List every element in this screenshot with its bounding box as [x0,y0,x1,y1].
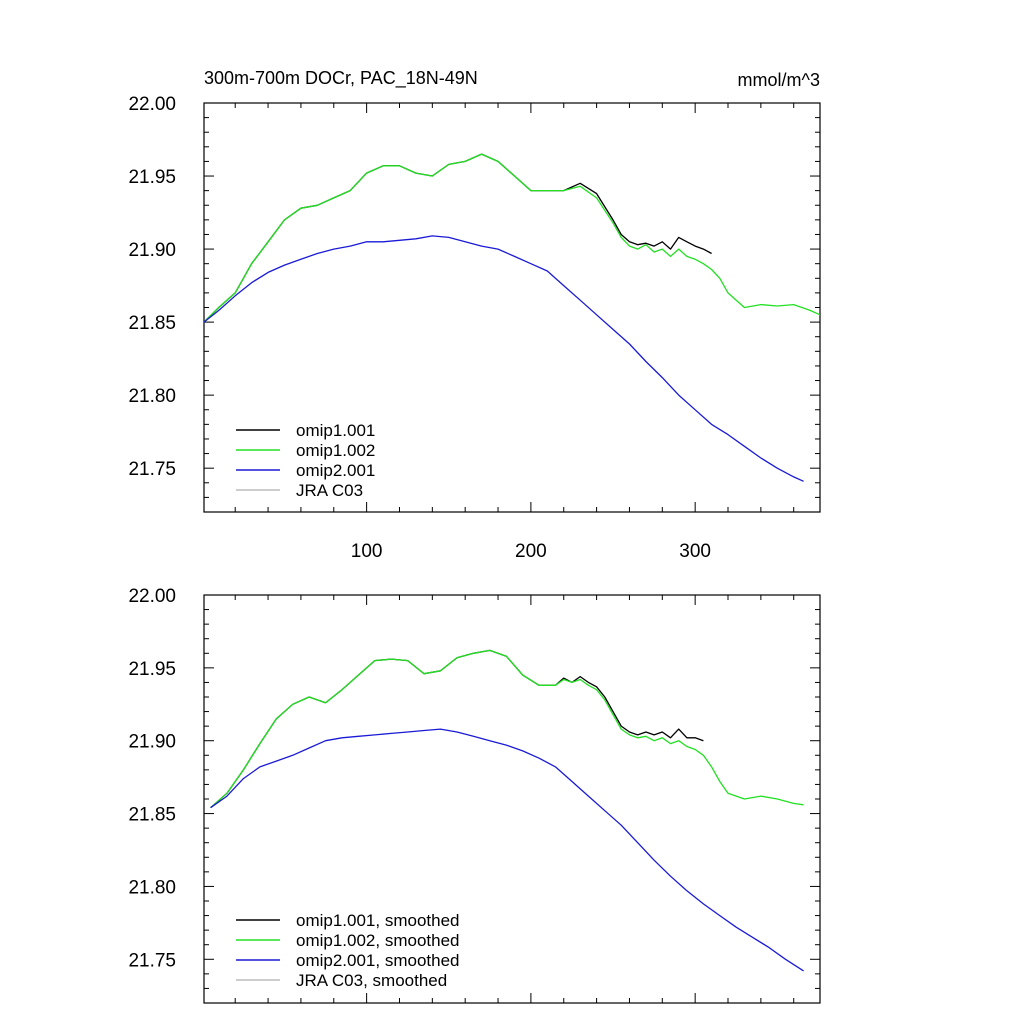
y-tick-label: 21.90 [128,732,176,753]
series-line-omip1-002-smoothed [210,649,804,809]
x-tick-label: 300 [679,541,711,562]
y-tick-label: 21.80 [128,386,176,407]
legend-label: omip2.001, smoothed [296,951,460,970]
legend-label: omip1.002 [296,441,375,460]
chart-title: 300m-700m DOCr, PAC_18N-49N [204,68,478,89]
top-panel-raw: 21.75 21.80 21.85 21.90 21.95 22.00 100 200 300 o… [128,94,821,562]
y-tick-label: 21.95 [128,167,176,188]
legend-label: JRA C03 [296,481,363,500]
x-tick-label: 200 [515,541,547,562]
series-line-omip2-001-smoothed [210,728,804,972]
series-line-omip1-002 [204,153,820,323]
y-tick-label: 22.00 [128,586,176,607]
y-tick-label: 21.95 [128,659,176,680]
y-tick-label: 21.80 [128,877,176,898]
y-tick-label: 21.75 [128,459,176,480]
y-tick-label: 22.00 [128,94,176,115]
y-tick-label: 21.75 [128,950,176,971]
legend-label: omip2.001 [296,461,375,480]
legend-label: omip1.001, smoothed [296,911,460,930]
legend-label: omip1.002, smoothed [296,931,460,950]
bottom-panel-smoothed: 21.75 21.80 21.85 21.90 21.95 22.00 omip1.001,… [128,586,821,1004]
series-line-omip1-001 [204,153,712,323]
x-tick-label: 100 [351,541,383,562]
legend-label: omip1.001 [296,421,375,440]
legend-label: JRA C03, smoothed [296,971,447,990]
series-line-omip2-001 [204,235,804,482]
y-tick-label: 21.85 [128,805,176,826]
series-line-omip1-001-smoothed [210,649,704,809]
y-tick-label: 21.90 [128,240,176,261]
chart-units: mmol/m^3 [738,70,820,90]
y-tick-label: 21.85 [128,313,176,334]
